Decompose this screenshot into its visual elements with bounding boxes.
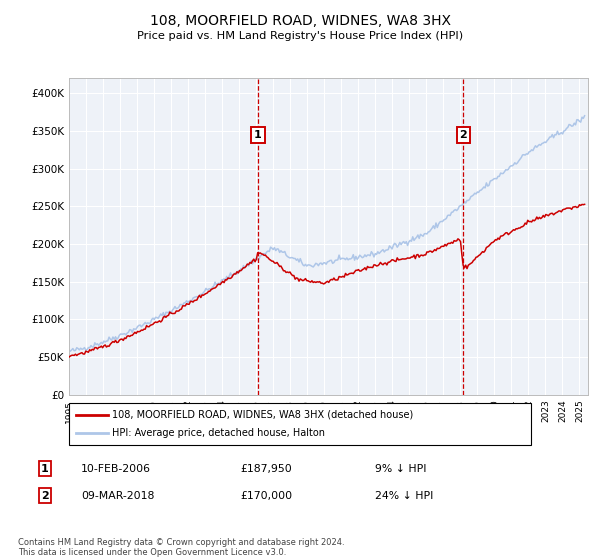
Text: 9% ↓ HPI: 9% ↓ HPI (375, 464, 427, 474)
Text: 108, MOORFIELD ROAD, WIDNES, WA8 3HX: 108, MOORFIELD ROAD, WIDNES, WA8 3HX (149, 14, 451, 28)
Text: 24% ↓ HPI: 24% ↓ HPI (375, 491, 433, 501)
Text: Contains HM Land Registry data © Crown copyright and database right 2024.
This d: Contains HM Land Registry data © Crown c… (18, 538, 344, 557)
Text: Price paid vs. HM Land Registry's House Price Index (HPI): Price paid vs. HM Land Registry's House … (137, 31, 463, 41)
Text: 09-MAR-2018: 09-MAR-2018 (81, 491, 154, 501)
Text: 2: 2 (460, 130, 467, 140)
Text: 2: 2 (41, 491, 49, 501)
Text: £187,950: £187,950 (240, 464, 292, 474)
Text: £170,000: £170,000 (240, 491, 292, 501)
Text: 108, MOORFIELD ROAD, WIDNES, WA8 3HX (detached house): 108, MOORFIELD ROAD, WIDNES, WA8 3HX (de… (112, 410, 413, 420)
Text: 1: 1 (254, 130, 262, 140)
Text: 1: 1 (41, 464, 49, 474)
Text: 10-FEB-2006: 10-FEB-2006 (81, 464, 151, 474)
Text: HPI: Average price, detached house, Halton: HPI: Average price, detached house, Halt… (112, 428, 325, 438)
